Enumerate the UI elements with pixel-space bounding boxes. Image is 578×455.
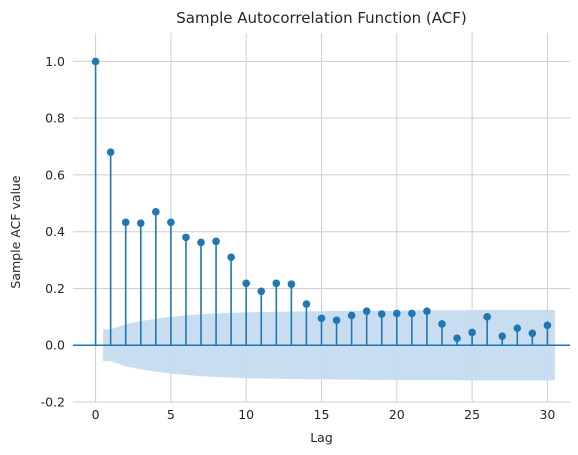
acf-point	[197, 238, 205, 247]
y-tick-label: 0.4	[45, 224, 65, 239]
acf-point	[513, 324, 522, 333]
y-tick-label: 1.0	[45, 54, 65, 69]
acf-point	[528, 329, 537, 338]
x-tick-label: 20	[389, 407, 405, 422]
x-tick-label: 15	[314, 407, 330, 422]
acf-point	[332, 316, 341, 325]
x-tick-label: 5	[167, 407, 175, 422]
y-tick-label: 0.6	[45, 167, 65, 182]
x-tick-label: 25	[464, 407, 480, 422]
y-axis-label: Sample ACF value	[8, 175, 23, 289]
acf-point	[91, 57, 100, 66]
y-tick-label: 0.0	[45, 338, 65, 353]
y-tick-label: -0.2	[41, 395, 65, 410]
acf-point	[408, 309, 416, 318]
acf-point	[121, 218, 130, 227]
acf-point	[152, 208, 160, 216]
x-tick-label: 0	[92, 407, 100, 422]
acf-point	[438, 320, 446, 328]
acf-point	[136, 219, 145, 227]
stem-layer	[91, 57, 552, 346]
acf-point	[483, 313, 491, 321]
x-axis-label: Lag	[310, 430, 333, 445]
acf-point	[362, 307, 371, 315]
acf-point	[272, 279, 281, 288]
acf-point	[287, 280, 296, 289]
acf-point	[393, 309, 401, 318]
acf-point	[543, 321, 552, 330]
y-tick-label: 0.8	[45, 111, 65, 126]
chart-title: Sample Autocorrelation Function (ACF)	[176, 9, 466, 27]
x-tick-label: 30	[539, 407, 555, 422]
acf-point	[242, 279, 250, 288]
acf-point	[302, 300, 311, 308]
acf-point	[423, 307, 431, 315]
x-tick-label: 10	[238, 407, 254, 422]
acf-point	[498, 332, 507, 340]
acf-point	[257, 287, 266, 296]
acf-point	[377, 310, 386, 318]
y-tick-label: 0.2	[45, 281, 65, 296]
acf-point	[182, 233, 190, 242]
acf-point	[106, 148, 115, 157]
tick-label-layer: 0 5 10 15 20 25 30 -0.2 0.0 0.2 0.4 0.6 0.8 1.0	[41, 54, 556, 422]
acf-point	[468, 328, 476, 337]
acf-point	[227, 253, 235, 262]
acf-point	[167, 218, 175, 227]
acf-point	[212, 237, 220, 246]
acf-point	[317, 314, 326, 323]
acf-point	[347, 311, 356, 320]
acf-point	[453, 334, 461, 342]
